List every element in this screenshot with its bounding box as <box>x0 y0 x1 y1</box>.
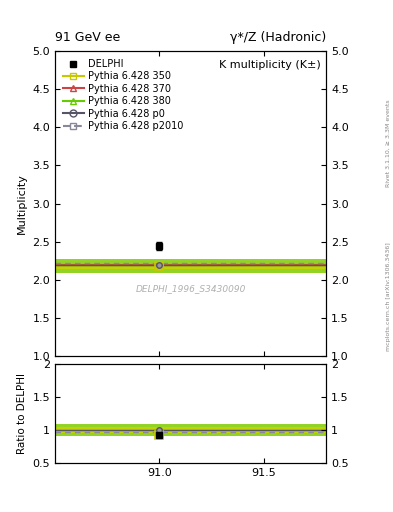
Text: 91 GeV ee: 91 GeV ee <box>55 31 120 44</box>
Text: γ*/Z (Hadronic): γ*/Z (Hadronic) <box>230 31 326 44</box>
Text: mcplots.cern.ch [arXiv:1306.3436]: mcplots.cern.ch [arXiv:1306.3436] <box>386 243 391 351</box>
Text: K multiplicity (K±): K multiplicity (K±) <box>219 60 321 70</box>
Legend: DELPHI, Pythia 6.428 350, Pythia 6.428 370, Pythia 6.428 380, Pythia 6.428 p0, P: DELPHI, Pythia 6.428 350, Pythia 6.428 3… <box>60 56 186 134</box>
Y-axis label: Multiplicity: Multiplicity <box>17 173 27 234</box>
Text: Rivet 3.1.10, ≥ 3.3M events: Rivet 3.1.10, ≥ 3.3M events <box>386 99 391 187</box>
Y-axis label: Ratio to DELPHI: Ratio to DELPHI <box>17 373 27 454</box>
Text: DELPHI_1996_S3430090: DELPHI_1996_S3430090 <box>136 284 246 293</box>
